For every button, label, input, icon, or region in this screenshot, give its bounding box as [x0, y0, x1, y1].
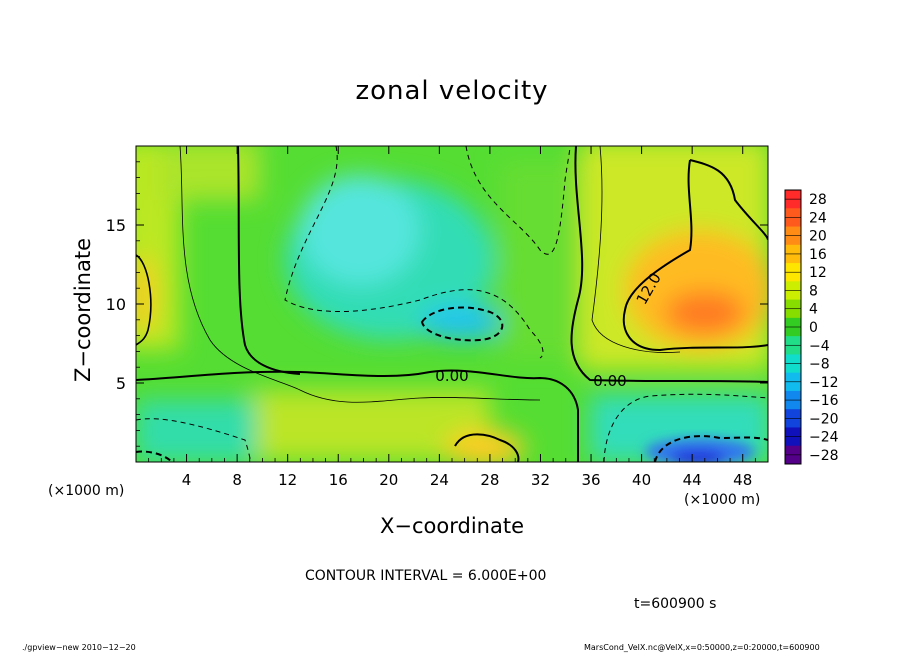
- x-axis-label: X−coordinate: [380, 514, 524, 538]
- x-tick-label: 28: [480, 471, 499, 489]
- chart-title: zonal velocity: [355, 76, 549, 106]
- colorbar-label: 24: [809, 210, 827, 226]
- footer-left: ./gpview−new 2010−12−20: [22, 643, 136, 652]
- colorbar-label: 4: [809, 302, 818, 318]
- field-lower-orange: [445, 430, 525, 462]
- colorbar-label: −12: [809, 375, 839, 391]
- x-unit-left: (×1000 m): [48, 483, 125, 499]
- contour-zero-right: [570, 146, 768, 383]
- colorbar: 28 24 20 16 12 8 4 0 −4 −8 −12 −16 −20 −24 −28: [784, 189, 839, 465]
- x-tick-label: 44: [683, 471, 702, 489]
- contour-minus-six: [284, 146, 544, 359]
- contour-minus-twelve: [420, 306, 504, 342]
- field-left-orange: [136, 255, 158, 335]
- y-axis-label: Z−coordinate: [71, 238, 95, 382]
- field-right-max: [665, 291, 745, 335]
- x-axis-ticks: 4 8 12 16 20 24 28 32 36 40 44 48: [148, 146, 756, 489]
- contour-twelve-lower: [454, 433, 520, 462]
- contour-zero-lower: [136, 369, 579, 462]
- x-unit-right: (×1000 m): [684, 492, 761, 508]
- contour-left-edge: [136, 254, 152, 346]
- contour-minus-twelve-lr: [654, 435, 768, 462]
- field-lower-left-cyan: [136, 400, 256, 462]
- contours: [136, 146, 768, 462]
- x-tick-label: 40: [632, 471, 651, 489]
- contour-six-left: [179, 146, 541, 403]
- contour-minus-six-lr: [603, 393, 768, 462]
- x-tick-label: 8: [232, 471, 242, 489]
- colorbar-label: 20: [809, 229, 827, 245]
- x-tick-label: 48: [733, 471, 752, 489]
- colorbar-label: −20: [809, 411, 839, 427]
- y-axis-ticks: 5 10 15: [106, 161, 768, 447]
- contour-label: 0.00: [593, 372, 626, 390]
- contour-minus-six-ll: [136, 418, 253, 462]
- colorbar-label: 12: [809, 265, 827, 281]
- colorbar-label: 16: [809, 247, 827, 263]
- x-tick-label: 16: [329, 471, 348, 489]
- field-blue-core: [670, 450, 726, 462]
- x-tick-label: 24: [430, 471, 449, 489]
- y-tick-label: 5: [116, 374, 126, 393]
- x-tick-label: 4: [182, 471, 192, 489]
- colorbar-label: −16: [809, 393, 839, 409]
- x-tick-label: 20: [379, 471, 398, 489]
- contour-zero-left: [237, 146, 301, 375]
- contour-minus-six-b: [465, 146, 571, 255]
- contour-six-right: [591, 146, 681, 353]
- field-cyan-min: [420, 304, 504, 340]
- y-tick-label: 10: [106, 295, 126, 314]
- field-top-left: [160, 146, 260, 200]
- colorbar-label: −28: [809, 448, 839, 464]
- field-mid-green: [500, 160, 590, 360]
- footer-right: MarsCond_VelX.nc@VelX,x=0:50000,z=0:2000…: [584, 643, 820, 652]
- field-cyan-core: [300, 175, 420, 285]
- contour-interval: CONTOUR INTERVAL = 6.000E+00: [305, 568, 547, 584]
- x-tick-label: 32: [531, 471, 550, 489]
- contour-twelve: [622, 159, 768, 352]
- colorbar-label: 28: [809, 192, 827, 208]
- colorbar-label: −4: [809, 338, 830, 354]
- contour-label: 0.00: [435, 367, 468, 385]
- x-tick-label: 12: [278, 471, 297, 489]
- colorbar-label: −24: [809, 430, 839, 446]
- y-tick-label: 15: [106, 216, 126, 235]
- contour-minus-twelve-ll: [136, 450, 173, 462]
- x-tick-label: 36: [581, 471, 600, 489]
- colorbar-label: 8: [809, 283, 818, 299]
- colorbar-label: −8: [809, 357, 830, 373]
- colorbar-label: 0: [809, 320, 818, 336]
- time-label: t=600900 s: [634, 596, 717, 612]
